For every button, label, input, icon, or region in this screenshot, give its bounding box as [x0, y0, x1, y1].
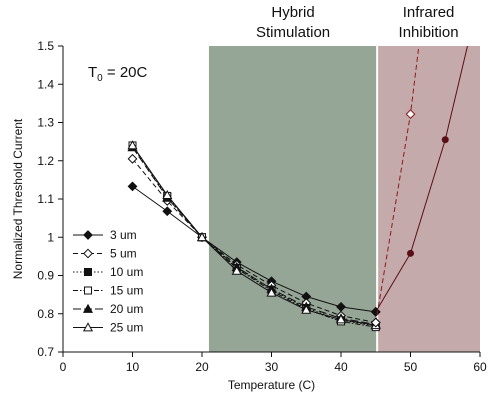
y-tick-label: 1.4 [37, 77, 54, 91]
data-point [196, 232, 208, 242]
legend-label: 15 um [110, 284, 143, 298]
x-tick-label: 60 [473, 360, 487, 374]
y-tick-label: 1.5 [37, 39, 54, 53]
x-tick-label: 20 [195, 360, 209, 374]
legend-item: 3 um [73, 228, 137, 242]
region-label-line1: Hybrid [271, 4, 314, 21]
data-point [83, 230, 93, 240]
region-label-line1: Infrared [403, 4, 455, 21]
data-point [127, 181, 138, 192]
x-tick-label: 40 [334, 360, 348, 374]
series-line [132, 147, 376, 325]
x-tick-label: 0 [60, 360, 67, 374]
reference-temperature-annotation: T0 = 20C [88, 64, 148, 84]
data-point [162, 206, 173, 217]
data-point [301, 304, 312, 314]
series-line [375, 45, 468, 313]
data-point [231, 265, 242, 275]
legend-item: 20 um [73, 302, 143, 316]
legend-item: 5 um [73, 247, 137, 261]
series-line [132, 158, 376, 324]
region-band-1 [208, 46, 378, 352]
series-7 [370, 45, 468, 317]
data-point [84, 286, 92, 295]
data-point [127, 140, 138, 150]
data-point [370, 317, 381, 328]
data-point [127, 153, 138, 164]
y-axis-title: Normalized Threshold Current [11, 118, 25, 279]
series-line [132, 145, 376, 326]
shaded-regions: Hybrid Stimulation Infrared Inhibition [208, 4, 480, 352]
data-point [335, 314, 347, 324]
y-tick-label: 0.8 [37, 307, 54, 321]
data-point [82, 322, 94, 332]
data-point [441, 136, 449, 144]
y-tick-label: 1.2 [37, 154, 54, 168]
series-8 [370, 45, 420, 328]
y-tick-label: 1.3 [37, 116, 54, 130]
region-label-line2: Stimulation [256, 24, 330, 41]
data-point [266, 287, 277, 297]
region-band-2 [377, 46, 480, 352]
data-point [405, 109, 416, 119]
data-point [83, 248, 93, 259]
legend-label: 20 um [110, 302, 143, 316]
legend-label: 10 um [110, 265, 143, 279]
legend-item: 10 um [73, 265, 143, 279]
y-tick-label: 0.7 [37, 345, 54, 359]
series-line [132, 185, 376, 313]
legend-item: 25 um [73, 321, 143, 335]
y-tick-label: 1.1 [37, 192, 54, 206]
y-tick-label: 0.9 [37, 269, 54, 283]
y-tick-label: 1 [47, 230, 54, 244]
x-tick-label: 50 [404, 360, 418, 374]
x-axis-title: Temperature (C) [228, 378, 315, 392]
data-point [407, 249, 414, 257]
legend-label: 25 um [110, 321, 143, 335]
data-point [82, 303, 94, 313]
x-tick-label: 10 [126, 360, 140, 374]
series-6 [127, 140, 381, 330]
legend: 3 um 5 um 10 um 15 um 20 um 25 um [73, 228, 143, 335]
data-point [84, 268, 92, 276]
axes: 0 10 20 30 40 50 60 0.7 0.8 0.9 1 1.1 1.2 1.3 1.4 1.5 [37, 39, 487, 374]
region-label-line2: Inhibition [399, 24, 459, 41]
data-point [162, 189, 173, 200]
legend-label: 5 um [110, 247, 137, 261]
legend-item: 15 um [73, 284, 143, 298]
data-series [127, 45, 468, 332]
legend-label: 3 um [110, 228, 137, 242]
x-tick-label: 30 [265, 360, 279, 374]
